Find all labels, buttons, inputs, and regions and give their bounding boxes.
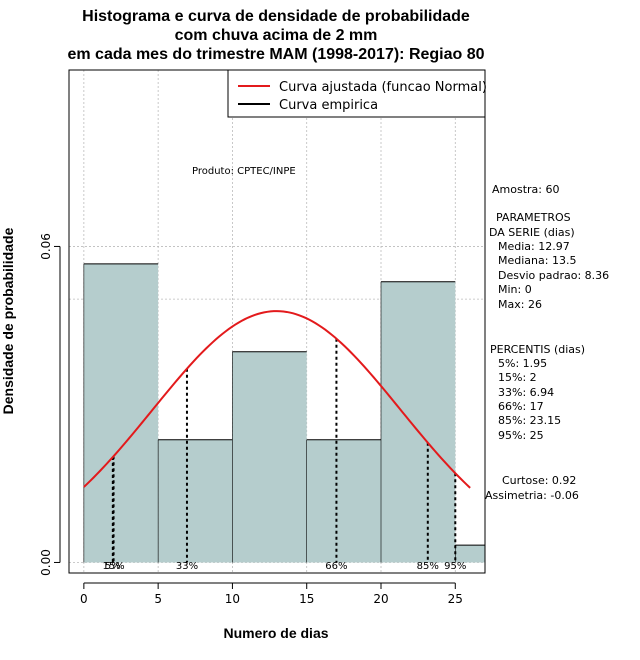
y-tick-label-0: 0.00 — [39, 549, 53, 576]
x-tick-label-5: 5 — [154, 592, 162, 606]
histogram-bar — [306, 439, 381, 563]
params-header-1: PARAMETROS — [496, 211, 571, 224]
param-min: Min: 0 — [498, 283, 532, 296]
legend-label-normal: Curva ajustada (funcao Normal) — [279, 80, 487, 95]
x-axis: 0 5 10 15 20 25 — [80, 582, 463, 606]
param-median: Mediana: 13.5 — [498, 254, 576, 267]
params-header-2: DA SERIE (dias) — [489, 226, 575, 239]
curtose: Curtose: 0.92 — [502, 474, 576, 487]
param-sd: Desvio padrao: 8.36 — [498, 269, 609, 282]
percentile-label-2: 33% — [176, 561, 198, 572]
histogram-bars — [83, 263, 485, 563]
y-axis-title: Densidade de probabilidade — [0, 227, 16, 414]
chart-title-line-1: Histograma e curva de densidade de proba… — [82, 8, 470, 25]
percentis-header: PERCENTIS (dias) — [490, 343, 585, 356]
percentil-85: 85%: 23.15 — [498, 414, 561, 427]
percentile-markers: 5%15% 33% 66% 85% 95% — [102, 338, 466, 572]
normal-curve — [83, 310, 471, 489]
percentile-label-1: 15% — [102, 561, 124, 572]
normal-curve-layer — [83, 310, 471, 489]
histogram-bar — [381, 281, 456, 563]
histogram-bar — [232, 351, 307, 563]
percentile-label-5: 95% — [444, 561, 466, 572]
chart-title-line-2: com chuva acima de 2 mm — [175, 27, 378, 44]
percentile-label-3: 66% — [325, 561, 347, 572]
x-tick-label-25: 25 — [448, 592, 463, 606]
percentil-15: 15%: 2 — [498, 371, 537, 384]
percentil-5: 5%: 1.95 — [498, 357, 547, 370]
x-tick-label-10: 10 — [225, 592, 240, 606]
param-max: Max: 26 — [498, 298, 542, 311]
x-tick-label-0: 0 — [80, 592, 88, 606]
percentil-33: 33%: 6.94 — [498, 386, 554, 399]
legend-label-empirical: Curva empirica — [279, 98, 378, 113]
histogram-bar — [158, 439, 233, 563]
histogram-bar — [83, 263, 159, 563]
x-tick-label-20: 20 — [373, 592, 388, 606]
assimetria: Assimetria: -0.06 — [485, 489, 579, 502]
percentile-label-4: 85% — [417, 561, 439, 572]
sample-size: Amostra: 60 — [492, 183, 559, 196]
legend: Curva ajustada (funcao Normal) Curva emp… — [227, 69, 487, 118]
product-label: Produto: CPTEC/INPE — [192, 166, 296, 177]
histogram-bar — [455, 545, 485, 563]
chart-title-line-3: em cada mes do trimestre MAM (1998-2017)… — [67, 46, 484, 63]
stats-panel: Amostra: 60 PARAMETROS DA SERIE (dias) M… — [485, 183, 609, 502]
param-mean: Media: 12.97 — [498, 240, 570, 253]
x-tick-label-15: 15 — [299, 592, 314, 606]
y-tick-label-1: 0.06 — [39, 233, 53, 260]
y-axis: 0.00 0.06 — [39, 233, 61, 576]
legend-box — [227, 69, 486, 118]
x-axis-title: Numero de dias — [223, 625, 328, 641]
percentile-label-0: 5% — [105, 561, 121, 572]
percentil-95: 95%: 25 — [498, 429, 544, 442]
percentil-66: 66%: 17 — [498, 400, 544, 413]
